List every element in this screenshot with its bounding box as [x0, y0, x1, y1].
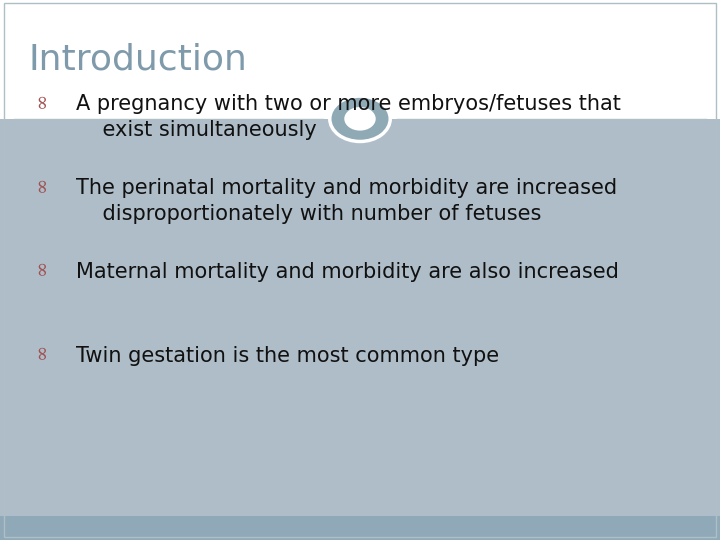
Text: ∞: ∞	[32, 259, 50, 275]
FancyBboxPatch shape	[0, 119, 720, 516]
Text: ∞: ∞	[32, 92, 50, 108]
Text: Introduction: Introduction	[29, 43, 248, 76]
FancyBboxPatch shape	[0, 516, 720, 540]
Text: Twin gestation is the most common type: Twin gestation is the most common type	[76, 346, 499, 366]
Circle shape	[330, 96, 390, 141]
Text: The perinatal mortality and morbidity are increased
    disproportionately with : The perinatal mortality and morbidity ar…	[76, 178, 617, 224]
Text: ∞: ∞	[32, 343, 50, 359]
Text: ∞: ∞	[32, 176, 50, 192]
Circle shape	[344, 107, 376, 131]
FancyBboxPatch shape	[0, 0, 720, 119]
Text: A pregnancy with two or more embryos/fetuses that
    exist simultaneously: A pregnancy with two or more embryos/fet…	[76, 94, 621, 140]
Text: Maternal mortality and morbidity are also increased: Maternal mortality and morbidity are als…	[76, 262, 618, 282]
